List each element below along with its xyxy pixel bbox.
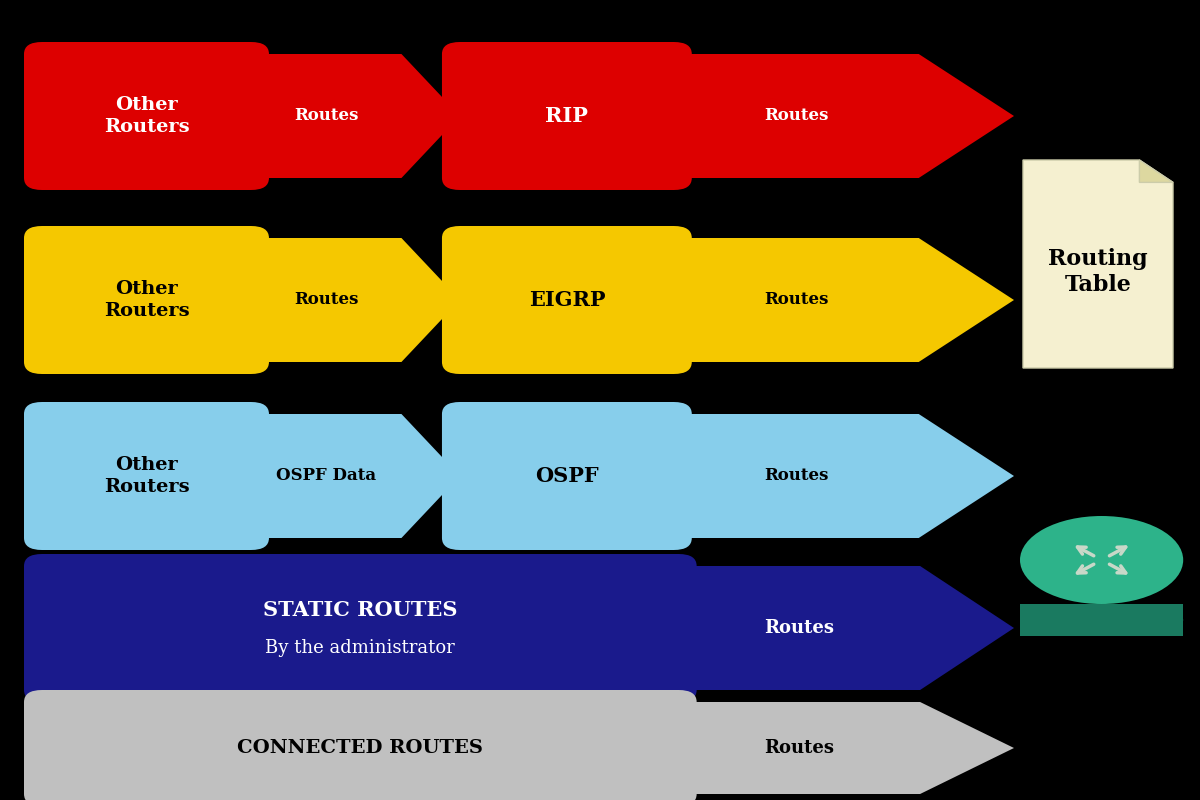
Text: OSPF Data: OSPF Data	[276, 467, 377, 485]
Text: Routes: Routes	[764, 739, 834, 757]
Text: Routes: Routes	[764, 291, 828, 309]
FancyBboxPatch shape	[24, 226, 269, 374]
Text: Other
Routers: Other Routers	[103, 96, 190, 136]
FancyBboxPatch shape	[24, 402, 269, 550]
Text: Routes: Routes	[764, 467, 828, 485]
Polygon shape	[251, 54, 460, 178]
Polygon shape	[679, 702, 1014, 794]
FancyBboxPatch shape	[1020, 604, 1183, 636]
Text: STATIC ROUTES: STATIC ROUTES	[263, 600, 457, 621]
Polygon shape	[1022, 160, 1174, 368]
Polygon shape	[679, 566, 1014, 690]
Text: RIP: RIP	[546, 106, 588, 126]
Ellipse shape	[1020, 606, 1183, 634]
Text: Routes: Routes	[764, 619, 834, 637]
Text: Other
Routers: Other Routers	[103, 456, 190, 496]
Polygon shape	[674, 238, 1014, 362]
FancyBboxPatch shape	[442, 226, 692, 374]
Text: Routing
Table: Routing Table	[1048, 248, 1148, 296]
FancyBboxPatch shape	[442, 402, 692, 550]
FancyBboxPatch shape	[24, 690, 697, 800]
Text: EIGRP: EIGRP	[529, 290, 605, 310]
FancyBboxPatch shape	[24, 42, 269, 190]
Text: Routes: Routes	[764, 107, 828, 125]
Polygon shape	[674, 414, 1014, 538]
Text: By the administrator: By the administrator	[265, 639, 455, 657]
Ellipse shape	[1020, 516, 1183, 604]
Text: Other
Routers: Other Routers	[103, 280, 190, 320]
Polygon shape	[1140, 160, 1174, 182]
Text: Routes: Routes	[294, 107, 359, 125]
Text: CONNECTED ROUTES: CONNECTED ROUTES	[238, 739, 484, 757]
Text: Routes: Routes	[294, 291, 359, 309]
Text: OSPF: OSPF	[535, 466, 599, 486]
FancyBboxPatch shape	[24, 554, 697, 702]
Polygon shape	[251, 414, 460, 538]
FancyBboxPatch shape	[442, 42, 692, 190]
Polygon shape	[251, 238, 460, 362]
Polygon shape	[674, 54, 1014, 178]
